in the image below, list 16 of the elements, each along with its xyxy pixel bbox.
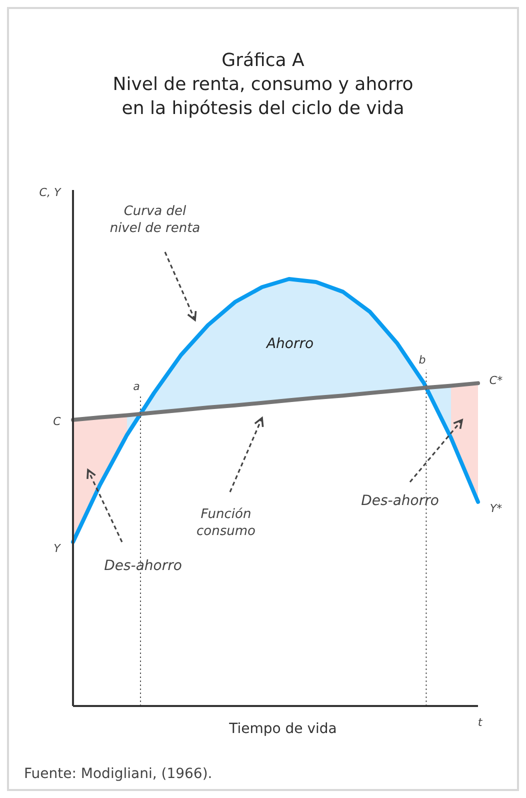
annotation: a xyxy=(133,380,140,393)
chart-title: Gráfica A Nivel de renta, consumo y ahorro en la hipótesis del ciclo de vida xyxy=(112,50,414,119)
source-note: Fuente: Modigliani, (1966). xyxy=(24,766,212,782)
annotation: Ahorro xyxy=(265,336,314,352)
annotation: Des-ahorro xyxy=(104,558,182,574)
text: C xyxy=(53,415,62,428)
text: Función consumo xyxy=(196,507,256,539)
text: Y xyxy=(54,542,62,555)
text: t xyxy=(478,716,483,729)
text: C, Y xyxy=(39,186,62,199)
x-axis-title: Tiempo de vida xyxy=(228,721,337,737)
text: Curva del nivel de renta xyxy=(110,204,200,236)
annotation: Des-ahorro xyxy=(361,493,439,509)
text: Y* xyxy=(490,502,503,515)
annotation: b xyxy=(418,354,426,367)
text: C* xyxy=(489,374,504,387)
